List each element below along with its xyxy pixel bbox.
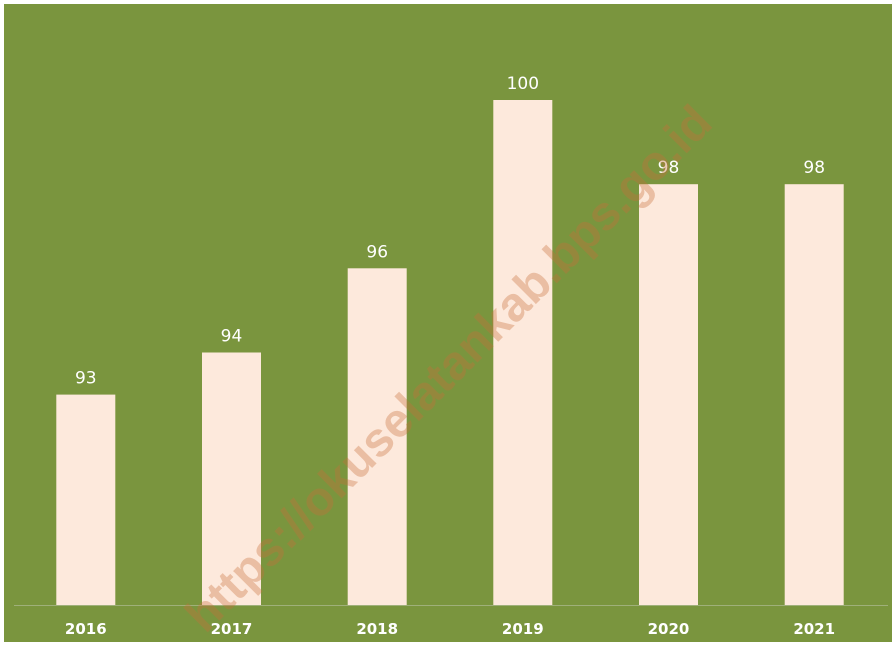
category-label-2020: 2020: [648, 620, 690, 638]
bars-group: [56, 100, 844, 605]
data-label-2020: 98: [658, 158, 680, 178]
category-label-2016: 2016: [65, 620, 107, 638]
data-label-2016: 93: [75, 369, 97, 389]
bar-2021: [784, 184, 844, 605]
category-label-2018: 2018: [356, 620, 398, 638]
bar-chart: 93 94 96 100 98 98 2016 2017 2018 2019 2020 2021: [4, 4, 892, 642]
bar-2016: [56, 394, 116, 605]
bar-2019: [493, 100, 553, 605]
category-label-2019: 2019: [502, 620, 544, 638]
bar-2018: [347, 268, 407, 605]
chart-frame: 93 94 96 100 98 98 2016 2017 2018 2019 2020 2021: [4, 4, 892, 642]
data-label-2017: 94: [221, 327, 243, 347]
data-label-2021: 98: [803, 158, 825, 178]
bar-2017: [202, 352, 261, 605]
category-labels-group: 2016 2017 2018 2019 2020 2021: [65, 620, 835, 638]
bar-2020: [639, 184, 698, 605]
data-label-2018: 96: [366, 242, 388, 262]
category-label-2017: 2017: [211, 620, 253, 638]
chart-background: [4, 4, 892, 642]
data-label-2019: 100: [507, 74, 539, 94]
value-labels-group: 93 94 96 100 98 98: [75, 74, 825, 389]
category-label-2021: 2021: [793, 620, 835, 638]
